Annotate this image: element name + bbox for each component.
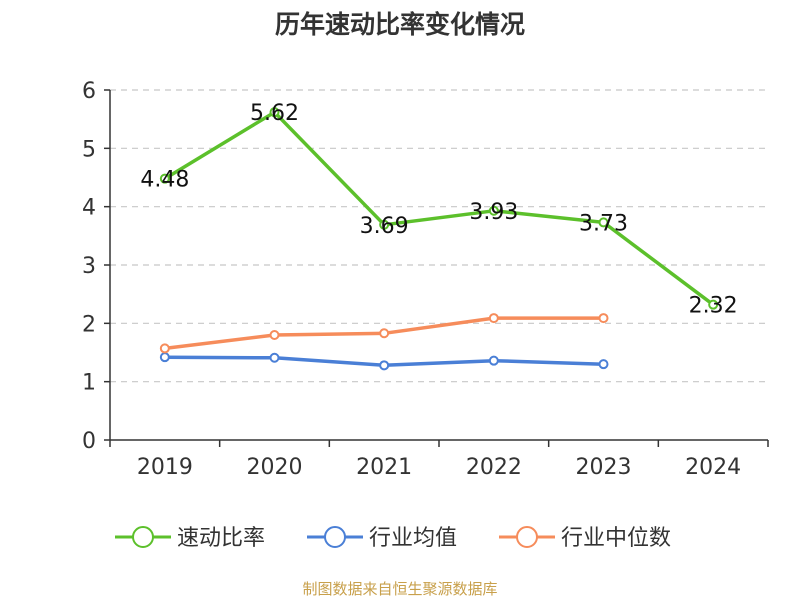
grid-lines (110, 89, 768, 383)
data-point (379, 360, 390, 371)
y-tick-label: 5 (82, 137, 96, 162)
legend-item[interactable]: 行业均值 (307, 526, 457, 551)
x-tick-label: 2024 (685, 455, 741, 480)
x-tick-label: 2023 (576, 455, 632, 480)
legend-item[interactable]: 行业中位数 (499, 526, 671, 551)
chart-title: 历年速动比率变化情况 (275, 10, 525, 39)
legend-marker (516, 526, 538, 548)
data-point (708, 299, 719, 310)
data-point (598, 217, 609, 228)
legend-item[interactable]: 速动比率 (115, 526, 265, 551)
y-tick-label: 2 (82, 312, 96, 337)
data-point (488, 205, 499, 216)
x-tick-label: 2021 (356, 455, 412, 480)
source-note: 制图数据来自恒生聚源数据库 (302, 580, 497, 598)
legend-marker (324, 526, 346, 548)
data-label: 3.69 (360, 214, 409, 239)
data-point (488, 355, 499, 366)
x-tick-label: 2022 (466, 455, 522, 480)
data-point (269, 352, 280, 363)
series-line-0 (163, 110, 715, 307)
data-label: 5.62 (250, 101, 299, 126)
y-axis: 0 1 2 3 4 5 6 (82, 79, 111, 454)
y-tick-label: 6 (82, 79, 96, 104)
data-point (598, 313, 609, 324)
legend-marker (132, 526, 154, 548)
x-tick-label: 2019 (137, 455, 193, 480)
legend-label: 速动比率 (177, 526, 265, 551)
data-label: 3.73 (579, 211, 628, 236)
data-point (488, 313, 499, 324)
x-axis: 2019 2020 2021 2022 2023 2024 (109, 439, 769, 480)
y-tick-label: 0 (82, 429, 96, 454)
data-label: 4.48 (140, 168, 189, 193)
data-point (269, 107, 280, 118)
data-point (269, 330, 280, 340)
data-point (379, 219, 390, 230)
data-point (159, 343, 170, 354)
data-point (159, 352, 170, 363)
legend-label: 行业均值 (369, 526, 457, 551)
data-point (598, 359, 609, 370)
x-tick-label: 2020 (247, 455, 303, 480)
data-label: 2.32 (689, 294, 738, 319)
data-point (159, 173, 170, 184)
data-point (379, 328, 390, 339)
data-labels: 4.48 5.62 3.69 3.93 3.73 2.32 (140, 101, 738, 319)
y-tick-label: 1 (82, 371, 96, 396)
legend[interactable]: 速动比率 行业均值 行业中位数 (115, 526, 671, 551)
legend-label: 行业中位数 (561, 526, 671, 551)
y-tick-label: 4 (82, 196, 96, 221)
series-layer (159, 107, 719, 371)
data-label: 3.93 (469, 200, 518, 225)
y-tick-label: 3 (82, 254, 96, 279)
